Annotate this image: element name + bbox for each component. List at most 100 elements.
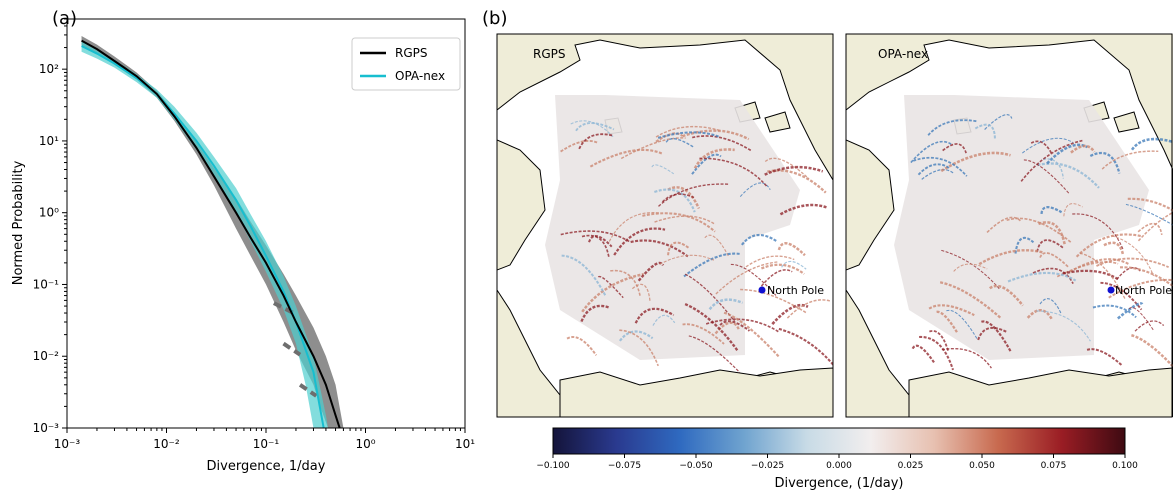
- divergence-streak: [988, 284, 1024, 307]
- x-axis-ticks: 10⁻³ 10⁻² 10⁻¹ 10⁰ 10¹: [54, 428, 475, 451]
- colorbar-tick-label: −0.075: [608, 461, 641, 471]
- divergence-streak: [642, 212, 716, 233]
- band-opa-nex: [81, 41, 329, 428]
- divergence-streak: [986, 216, 1022, 233]
- divergence-streak: [927, 119, 977, 136]
- divergence-streak: [1007, 271, 1077, 283]
- panel-a-plot: 10⁻³ 10⁻² 10⁻¹ 10⁰ 10¹ 10⁻³ 10⁻² 10⁻¹ 10⁰ 10¹ 10²: [33, 18, 475, 451]
- x-tick-label: 10⁻³: [54, 437, 81, 451]
- divergence-streak: [581, 234, 610, 258]
- panel-b-label: (b): [482, 8, 507, 29]
- divergence-streak: [917, 163, 951, 176]
- divergence-streak: [715, 261, 779, 295]
- colorbar-tick-label: −0.025: [751, 461, 784, 471]
- divergence-streak: [597, 275, 624, 299]
- divergence-streak: [1069, 258, 1129, 273]
- divergence-streak: [1014, 236, 1035, 254]
- divergence-streak: [1023, 159, 1070, 195]
- divergence-streak: [777, 242, 806, 257]
- divergence-streak: [560, 230, 631, 243]
- divergence-streak: [1075, 233, 1141, 258]
- divergence-streak: [719, 320, 751, 332]
- divergence-streak: [684, 302, 739, 352]
- divergence-streak: [657, 131, 720, 139]
- divergence-streak: [928, 304, 975, 317]
- divergence-streak: [1092, 304, 1137, 319]
- colorbar-tick-label: 0.050: [969, 461, 995, 471]
- divergence-streak: [760, 269, 793, 287]
- divergence-streak: [682, 323, 725, 345]
- divergence-streak: [740, 288, 808, 314]
- divergence-streak: [588, 235, 613, 248]
- y-tick-label: 10⁻²: [33, 349, 60, 363]
- north-pole-label: North Pole: [1115, 284, 1172, 297]
- colorbar: −0.100 −0.075 −0.050 −0.025 0.000 0.025 0.050 0…: [536, 427, 1138, 491]
- landmass-bottom: [908, 367, 1173, 417]
- divergence-streak: [745, 255, 795, 268]
- divergence-streak: [692, 135, 752, 152]
- divergence-streak: [589, 148, 663, 168]
- divergence-streak: [1134, 320, 1165, 332]
- divergence-streak: [1111, 235, 1155, 277]
- x-tick-label: 10¹: [455, 437, 475, 451]
- y-axis-ticks: 10⁻³ 10⁻² 10⁻¹ 10⁰ 10¹ 10²: [33, 18, 67, 435]
- colorbar-tick-label: 0.100: [1112, 461, 1138, 471]
- rgps-dashed-bound: [298, 383, 318, 398]
- divergence-streak: [730, 263, 777, 296]
- north-pole-label: North Pole: [767, 284, 824, 297]
- map-title-opa-nex: OPA-nex: [878, 47, 928, 61]
- divergence-streak: [651, 164, 675, 175]
- ice-extent: [545, 95, 800, 360]
- divergence-streak: [566, 336, 598, 356]
- divergence-streak: [1137, 211, 1173, 242]
- divergence-streak: [940, 151, 1011, 173]
- divergence-streak: [561, 254, 607, 297]
- island: [764, 111, 791, 133]
- divergence-streak: [1137, 222, 1163, 236]
- divergence-streak: [1125, 203, 1173, 226]
- divergence-streak: [1022, 137, 1074, 154]
- colorbar-ramp: [552, 427, 1126, 455]
- landmass-left: [846, 139, 895, 271]
- divergence-streak: [637, 261, 665, 282]
- y-tick-label: 10⁻¹: [33, 277, 60, 291]
- divergence-streak: [575, 122, 615, 132]
- divergence-streak: [610, 269, 641, 297]
- divergence-streak: [977, 326, 1008, 341]
- colorbar-tick-label: 0.025: [898, 461, 924, 471]
- island: [1113, 111, 1140, 133]
- divergence-streak: [630, 239, 689, 258]
- divergence-streak: [655, 132, 684, 143]
- divergence-streak: [1119, 266, 1173, 288]
- series-lines: [81, 39, 341, 428]
- colorbar-tick-label: −0.050: [679, 461, 713, 471]
- map-frame: [845, 33, 1173, 418]
- y-tick-label: 10²: [39, 62, 59, 76]
- divergence-streak: [570, 120, 614, 138]
- y-tick-label: 10⁰: [39, 206, 59, 220]
- divergence-streak: [946, 309, 978, 340]
- divergence-streak: [693, 148, 735, 169]
- divergence-streak: [667, 241, 690, 256]
- x-tick-label: 10⁻²: [153, 437, 180, 451]
- divergence-streak: [631, 283, 651, 301]
- divergence-streak: [764, 157, 810, 179]
- divergence-streak: [1086, 348, 1124, 367]
- x-tick-label: 10⁰: [355, 437, 375, 451]
- x-axis-label: Divergence, 1/day: [207, 459, 326, 474]
- divergence-field-opa-nex: [894, 95, 1173, 371]
- divergence-streak: [1079, 252, 1126, 300]
- divergence-streak: [941, 348, 992, 369]
- divergence-streak: [667, 186, 701, 210]
- divergence-streak: [704, 234, 730, 258]
- divergence-streak: [781, 260, 807, 270]
- divergence-streak: [578, 133, 613, 150]
- divergence-streak: [786, 299, 831, 319]
- divergence-streak: [911, 344, 935, 364]
- map-title-rgps: RGPS: [533, 47, 566, 61]
- divergence-streak: [620, 137, 686, 160]
- divergence-streak: [764, 165, 824, 176]
- divergence-streak: [613, 227, 666, 256]
- divergence-streak: [688, 335, 741, 373]
